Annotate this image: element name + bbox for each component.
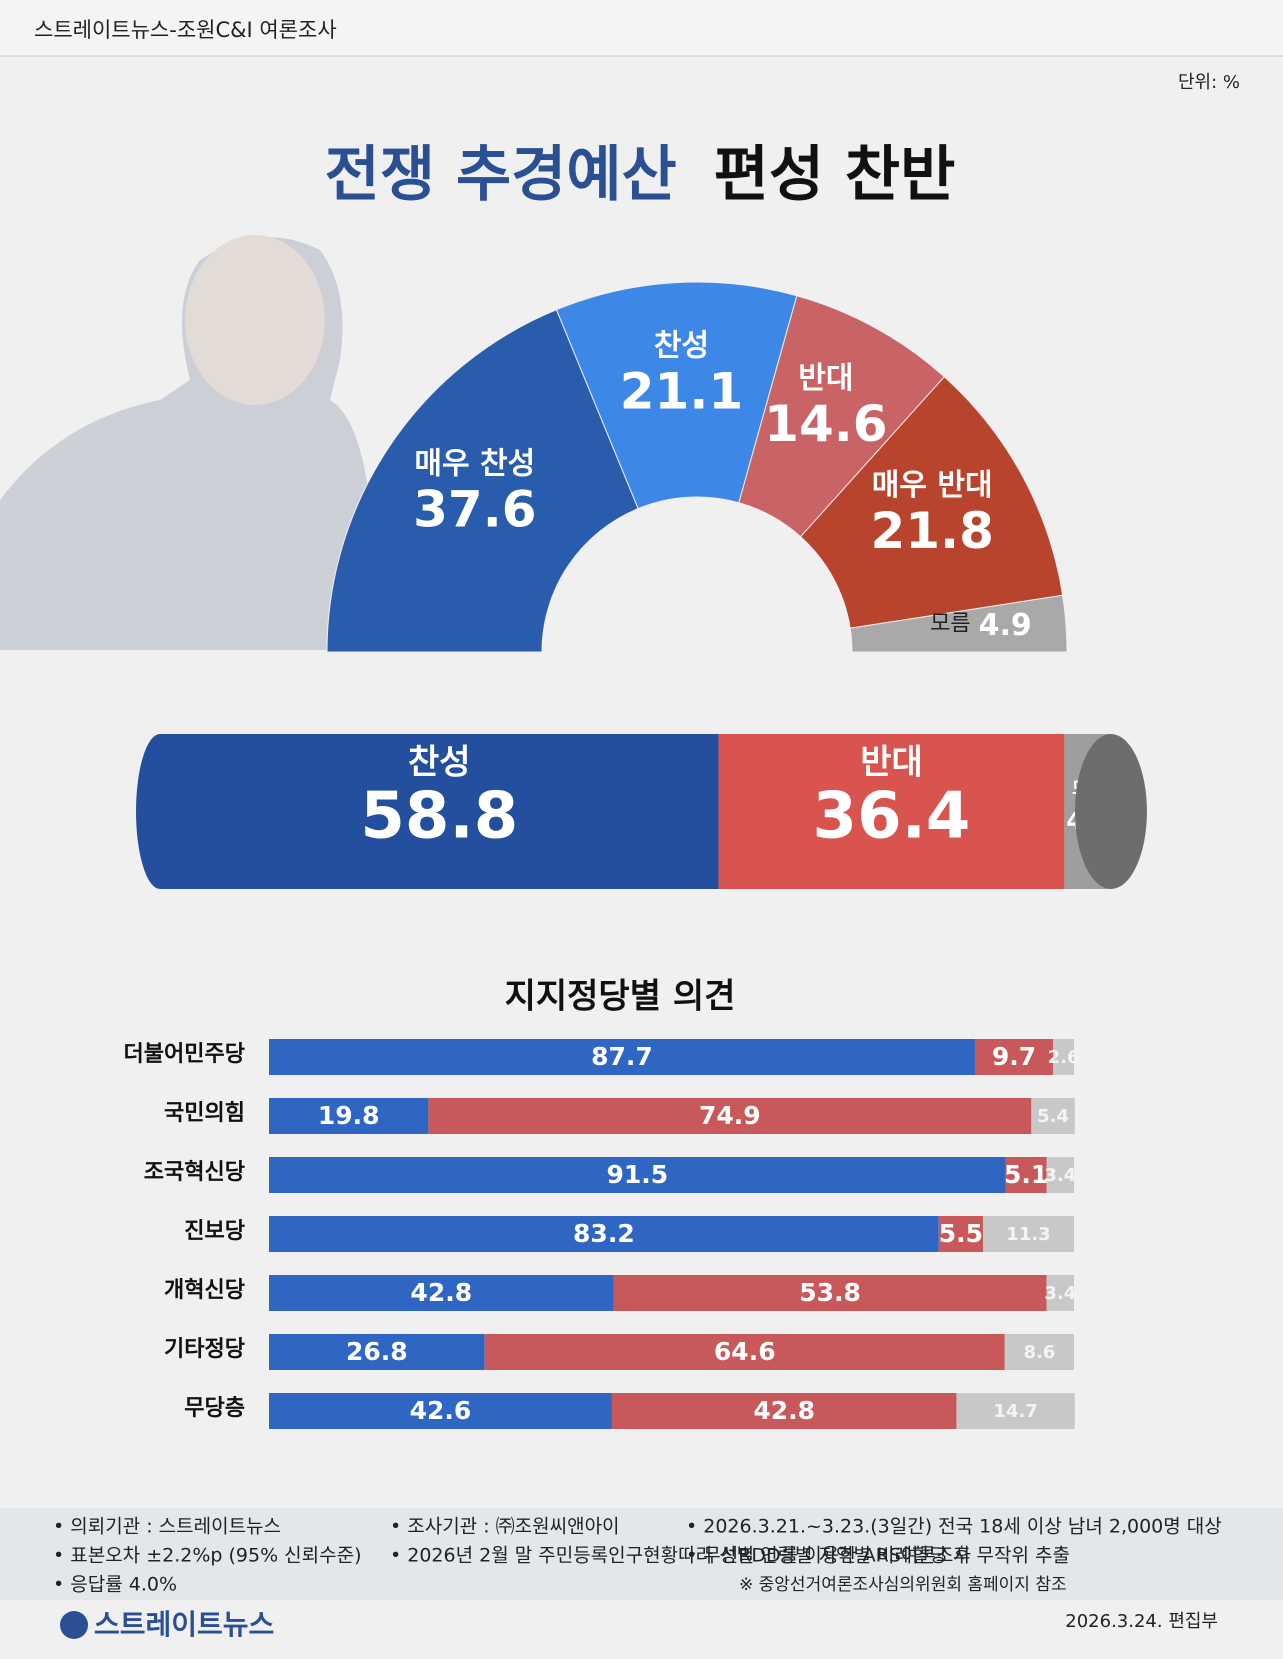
- chart-title: 전쟁 추경예산 편성 찬반: [325, 140, 956, 210]
- slice-label: 반대: [798, 361, 853, 396]
- value-label: 19.8: [318, 1101, 380, 1130]
- value-label: 8.6: [1023, 1342, 1055, 1363]
- title-part: 전쟁 추경예산: [325, 140, 677, 210]
- bar-segment: [718, 734, 1065, 889]
- donut-slice: [849, 594, 1068, 653]
- footnote: • 2026년 2월 말 주민등록인구현황따라 성별 연령별 지역별 비례할당 …: [390, 1545, 1070, 1567]
- value-label: 5.4: [1037, 1106, 1069, 1127]
- category-label: 국민의힘: [164, 1101, 245, 1126]
- header-bar: [0, 0, 1283, 56]
- value-label: 26.8: [346, 1337, 408, 1366]
- logo: 스트레이트뉴스: [60, 1608, 274, 1641]
- bar-segment: [160, 734, 719, 889]
- bar-segment: [1053, 1039, 1074, 1075]
- bar-segment: [613, 1275, 1047, 1311]
- category-label: 조국혁신당: [144, 1159, 245, 1185]
- segment-value: 58.8: [360, 780, 518, 854]
- bar-segment: [269, 1098, 429, 1134]
- value-label: 5.5: [939, 1219, 983, 1248]
- value-label: 87.7: [591, 1042, 653, 1071]
- bar-segment: [1004, 1334, 1074, 1370]
- slice-value: 14.6: [764, 395, 887, 453]
- category-label: 더불어민주당: [124, 1042, 245, 1067]
- bar-segment: [611, 1393, 957, 1429]
- bar-segment: [1046, 1157, 1074, 1193]
- value-label: 42.8: [753, 1396, 815, 1425]
- segment-label: 찬성: [408, 743, 471, 783]
- bar-segment: [1005, 1157, 1047, 1193]
- unit: 단위: %: [1178, 72, 1240, 93]
- logo-text: 스트레이트뉴스: [94, 1608, 274, 1641]
- footnote: • 조사기관 : ㈜조원씨앤아이: [390, 1516, 620, 1538]
- segment-label: 반대: [860, 743, 923, 783]
- donut-slice: [555, 281, 798, 510]
- slice-value: 37.6: [413, 481, 536, 539]
- slice-value: 21.1: [620, 362, 743, 420]
- slice-label: 모름: [930, 611, 970, 636]
- bar-end: [1074, 734, 1147, 889]
- bar-segment: [269, 1393, 612, 1429]
- value-label: 11.3: [1006, 1224, 1050, 1245]
- bar-segment: [956, 1393, 1075, 1429]
- footer: • 의뢰기관 : 스트레이트뉴스 • 조사기관 : ㈜조원씨앤아이 • 2026.3…: [53, 1516, 1222, 1596]
- title-part: 편성 찬반: [714, 140, 956, 210]
- party-chart-title: 지지정당별 의견: [505, 977, 736, 1017]
- category-label: 기타정당: [164, 1337, 245, 1362]
- slice-label: 매우 반대: [872, 468, 993, 503]
- value-label: 42.6: [410, 1396, 472, 1425]
- bar-segment: [269, 1157, 1006, 1193]
- value-label: 14.7: [993, 1401, 1037, 1422]
- value-label: 64.6: [714, 1337, 776, 1366]
- source: 스트레이트뉴스-조원C&I 여론조사: [34, 18, 337, 42]
- bar-segment: [1046, 1275, 1074, 1311]
- date: 2026.3.24. 편집부: [1065, 1611, 1218, 1632]
- slice-value: 4.9: [979, 608, 1032, 643]
- value-label: 91.5: [606, 1160, 668, 1189]
- bar-segment: [269, 1275, 614, 1311]
- bar-segment: [428, 1098, 1032, 1134]
- category-label: 무당층: [184, 1396, 245, 1421]
- bar-segment: [269, 1039, 975, 1075]
- value-label: 53.8: [799, 1278, 861, 1307]
- category-label: 개혁신당: [164, 1277, 245, 1303]
- bar-segment: [974, 1039, 1054, 1075]
- bar-segment: [269, 1334, 485, 1370]
- footer-band: [0, 1508, 1283, 1600]
- value-label: 42.8: [410, 1278, 472, 1307]
- value-label: 74.9: [699, 1101, 761, 1130]
- bar-segment: [484, 1334, 1005, 1370]
- segment-value: 36.4: [813, 780, 971, 854]
- category-label: 진보당: [184, 1219, 245, 1244]
- value-label: 2.6: [1048, 1047, 1080, 1068]
- footnote: • 무선RDD를 이용한 ARS여론조사: [686, 1545, 971, 1567]
- slice-label: 찬성: [654, 328, 709, 363]
- bar-segment: [938, 1216, 984, 1252]
- donut-slice: [326, 309, 639, 653]
- value-label: 83.2: [573, 1219, 635, 1248]
- slice-value: 21.8: [871, 502, 994, 560]
- value-label: 9.7: [992, 1042, 1036, 1071]
- bar-segment: [983, 1216, 1074, 1252]
- footnote: • 표본오차 ±2.2%p (95% 신뢰수준): [53, 1545, 362, 1567]
- footnote: • 응답률 4.0%: [53, 1574, 177, 1596]
- photo-placeholder: [0, 235, 376, 650]
- slice-label: 매우 찬성: [414, 447, 535, 482]
- donut-slice: [799, 376, 1064, 629]
- bar-segment: [1031, 1098, 1075, 1134]
- footnote: • 2026.3.21.~3.23.(3일간) 전국 18세 이상 남녀 2,0…: [686, 1516, 1222, 1538]
- value-label: 5.1: [1004, 1160, 1048, 1189]
- value-label: 3.4: [1044, 1283, 1076, 1304]
- value-label: 3.4: [1044, 1165, 1076, 1186]
- footnote: • 의뢰기관 : 스트레이트뉴스: [53, 1516, 281, 1538]
- footnote: ※ 중앙선거여론조사심의위원회 홈페이지 참조: [739, 1575, 1067, 1595]
- bar-segment: [269, 1216, 939, 1252]
